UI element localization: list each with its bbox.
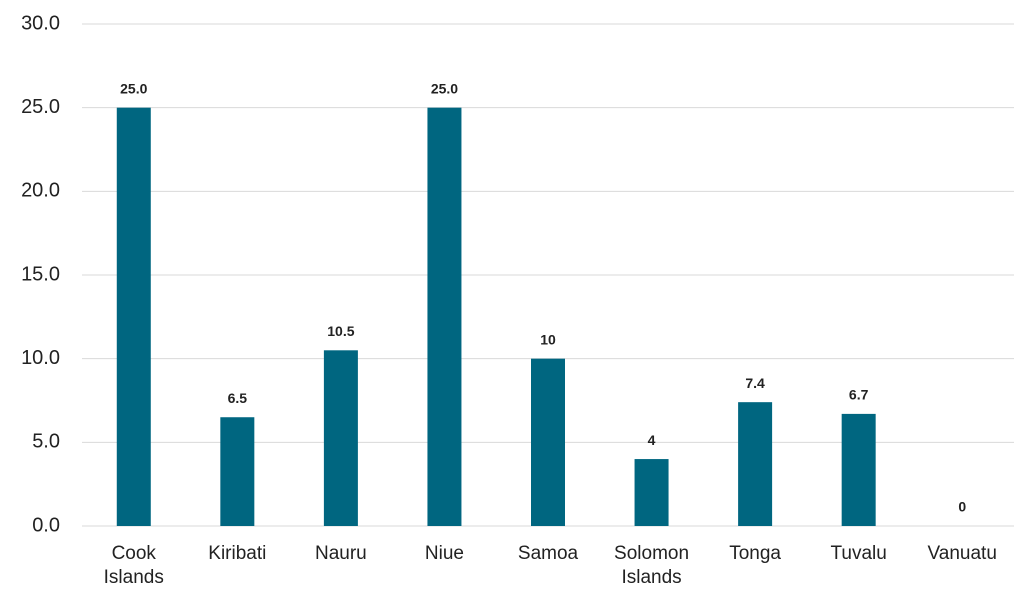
y-tick-label: 5.0 — [32, 431, 60, 453]
value-label: 4 — [648, 432, 656, 448]
y-tick-label: 30.0 — [21, 12, 60, 34]
bar — [116, 107, 151, 527]
value-label: 10.5 — [327, 323, 354, 339]
bar — [634, 459, 669, 526]
x-tick-label: Cook Islands — [103, 543, 164, 588]
bar — [323, 350, 358, 526]
bar — [427, 107, 462, 527]
y-tick-label: 0.0 — [32, 514, 60, 536]
y-tick-label: 25.0 — [21, 96, 60, 118]
y-tick-label: 20.0 — [21, 180, 60, 202]
x-tick-label: Solomon Islands — [614, 543, 690, 588]
bar — [220, 417, 255, 526]
value-label: 7.4 — [745, 375, 765, 391]
x-tick-label: Kiribati — [208, 543, 267, 564]
x-tick-label: Tuvalu — [830, 543, 887, 564]
x-tick-label: Nauru — [315, 543, 367, 564]
x-tick-label: Tonga — [729, 543, 781, 564]
value-label: 25.0 — [431, 80, 458, 96]
x-tick-label: Samoa — [517, 543, 579, 564]
y-tick-label: 15.0 — [21, 263, 60, 285]
bar — [841, 413, 876, 526]
value-label: 0 — [958, 499, 966, 515]
x-tick-label: Niue — [424, 543, 464, 564]
bar — [738, 402, 773, 526]
value-label: 25.0 — [120, 80, 147, 96]
x-tick-label: Vanuatu — [927, 543, 997, 564]
value-label: 10 — [540, 331, 556, 347]
bar — [531, 358, 565, 526]
value-label: 6.5 — [228, 390, 248, 406]
value-label: 6.7 — [849, 387, 869, 403]
y-tick-label: 10.0 — [21, 347, 60, 369]
